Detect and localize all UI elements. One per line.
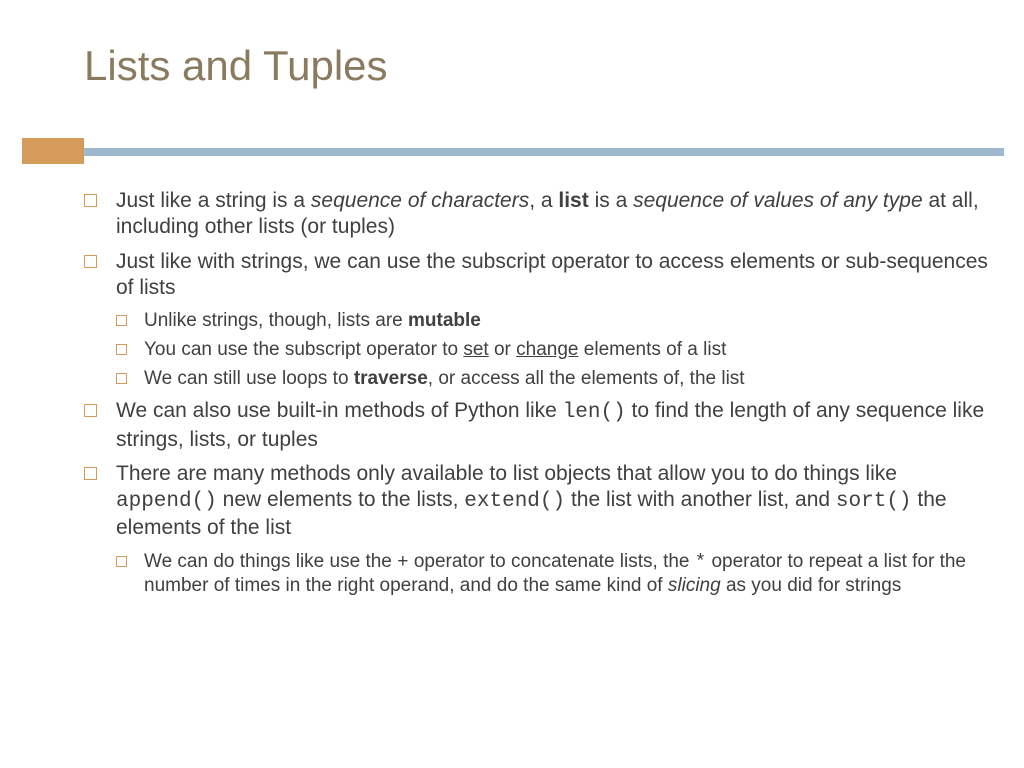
text: We can do things like use the: [144, 551, 397, 572]
text: , a: [529, 189, 558, 212]
bullet-sub-item: We can still use loops to traverse, or a…: [116, 367, 996, 391]
bullet-item: There are many methods only available to…: [84, 461, 996, 542]
text-code: +: [397, 551, 408, 573]
text: as you did for strings: [721, 575, 902, 596]
text: is a: [589, 189, 633, 212]
text: or: [489, 339, 516, 360]
text-bold: traverse: [354, 368, 428, 389]
text-italic: sequence of characters: [311, 189, 529, 212]
text: Just like a string is a: [116, 189, 311, 212]
text-bold: mutable: [408, 310, 481, 331]
text: You can use the subscript operator to: [144, 339, 463, 360]
bullet-item: Just like with strings, we can use the s…: [84, 249, 996, 302]
text-underline: change: [516, 339, 578, 360]
text: Unlike strings, though, lists are: [144, 310, 408, 331]
text-underline: set: [463, 339, 488, 360]
text-code: append(): [116, 490, 217, 513]
text: operator to concatenate lists, the: [409, 551, 695, 572]
text: elements of a list: [579, 339, 727, 360]
slide-title: Lists and Tuples: [0, 0, 1024, 90]
text: We can still use loops to: [144, 368, 354, 389]
bullet-item: We can also use built-in methods of Pyth…: [84, 398, 996, 453]
bullet-sub-item: You can use the subscript operator to se…: [116, 338, 996, 362]
accent-rule: [84, 148, 1004, 156]
text-code: extend(): [464, 490, 565, 513]
text-bold: list: [558, 189, 588, 212]
slide-content: Just like a string is a sequence of char…: [84, 188, 996, 606]
bullet-sub-item: Unlike strings, though, lists are mutabl…: [116, 309, 996, 333]
text: , or access all the elements of, the lis…: [428, 368, 745, 389]
text: new elements to the lists,: [217, 488, 464, 511]
bullet-item: Just like a string is a sequence of char…: [84, 188, 996, 241]
accent-block: [22, 138, 84, 164]
bullet-sub-item: We can do things like use the + operator…: [116, 550, 996, 599]
text: There are many methods only available to…: [116, 462, 897, 485]
slide: Lists and Tuples Just like a string is a…: [0, 0, 1024, 768]
text: Just like with strings, we can use the s…: [116, 250, 988, 299]
text-code: sort(): [836, 490, 912, 513]
text-code: len(): [563, 401, 626, 424]
divider-bar: [0, 138, 1024, 164]
text: the list with another list, and: [565, 488, 836, 511]
text-italic: slicing: [668, 575, 721, 596]
text-italic: sequence of values of any type: [633, 189, 923, 212]
text: We can also use built-in methods of Pyth…: [116, 399, 563, 422]
text-code: *: [695, 551, 706, 573]
